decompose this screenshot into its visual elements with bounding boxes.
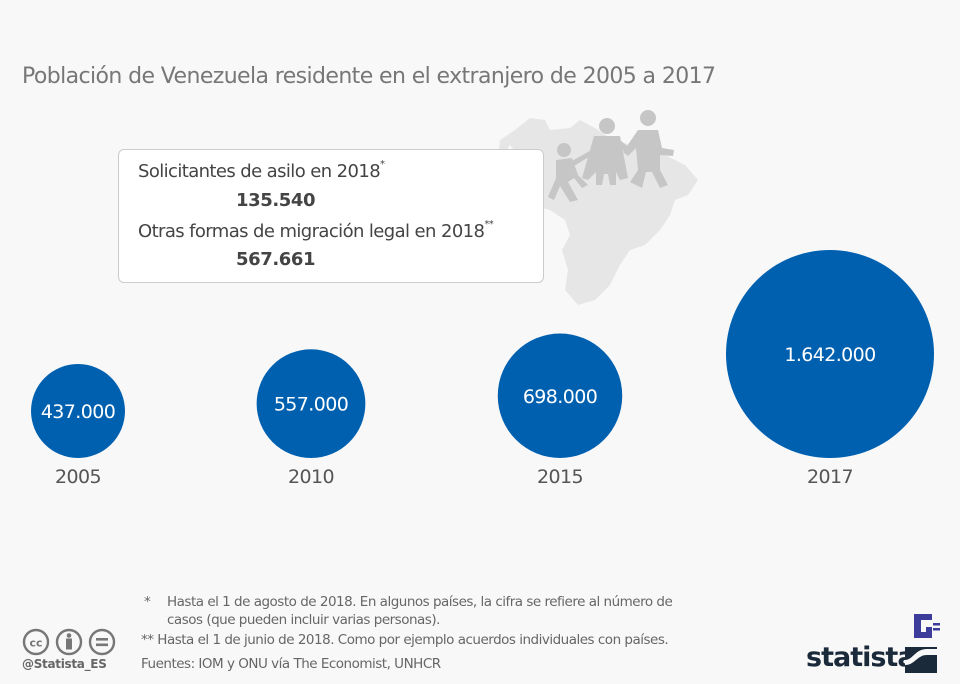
value-label-2005: 437.000 (41, 401, 115, 423)
bubble-2010 (256, 349, 366, 459)
venezuela-map-icon (498, 110, 698, 305)
info-box: Solicitantes de asilo en 2018* 135.540 O… (118, 149, 544, 283)
footnote-1-line-1: Hasta el 1 de agosto de 2018. En algunos… (167, 594, 673, 610)
value-label-2015: 698.000 (523, 386, 597, 408)
value-label-2017: 1.642.000 (784, 344, 875, 366)
attribution-icon (55, 628, 83, 656)
statista-logo[interactable]: statista (806, 642, 916, 673)
legal-migration-label: Otras formas de migración legal en 2018*… (138, 219, 494, 242)
svg-text:cc: cc (29, 637, 42, 650)
family-walking-icon (548, 110, 674, 202)
bubble-2017 (726, 250, 934, 458)
bubble-2015 (497, 333, 623, 458)
cc-icon: cc (22, 628, 50, 656)
year-label-2015: 2015 (537, 466, 583, 488)
footnote-1-line-2: casos (que pueden incluir varias persona… (167, 612, 440, 628)
no-derivatives-icon (88, 628, 116, 656)
twitter-handle[interactable]: @Statista_ES (22, 657, 107, 671)
bubble-2005 (30, 363, 126, 458)
infographic-logo-icon (914, 614, 940, 638)
bubble-chart: 437.000 2005 557.000 2010 698.000 2015 1.642.0… (30, 250, 934, 488)
year-label-2017: 2017 (807, 466, 853, 488)
statista-logo-icon (905, 647, 937, 673)
chart-title: Población de Venezuela residente en el e… (22, 64, 716, 89)
asylum-seekers-label: Solicitantes de asilo en 2018* (138, 159, 385, 182)
license-icons[interactable]: cc (22, 627, 118, 657)
sources: Fuentes: IOM y ONU vía The Economist, UN… (141, 656, 441, 672)
year-label-2005: 2005 (55, 466, 101, 488)
year-label-2010: 2010 (288, 466, 334, 488)
legal-migration-value: 567.661 (236, 249, 316, 270)
asylum-seekers-value: 135.540 (236, 190, 316, 211)
value-label-2010: 557.000 (274, 394, 348, 416)
footnote-1-mark: * (144, 594, 151, 610)
footnote-2: ** Hasta el 1 de junio de 2018. Como por… (141, 632, 669, 648)
